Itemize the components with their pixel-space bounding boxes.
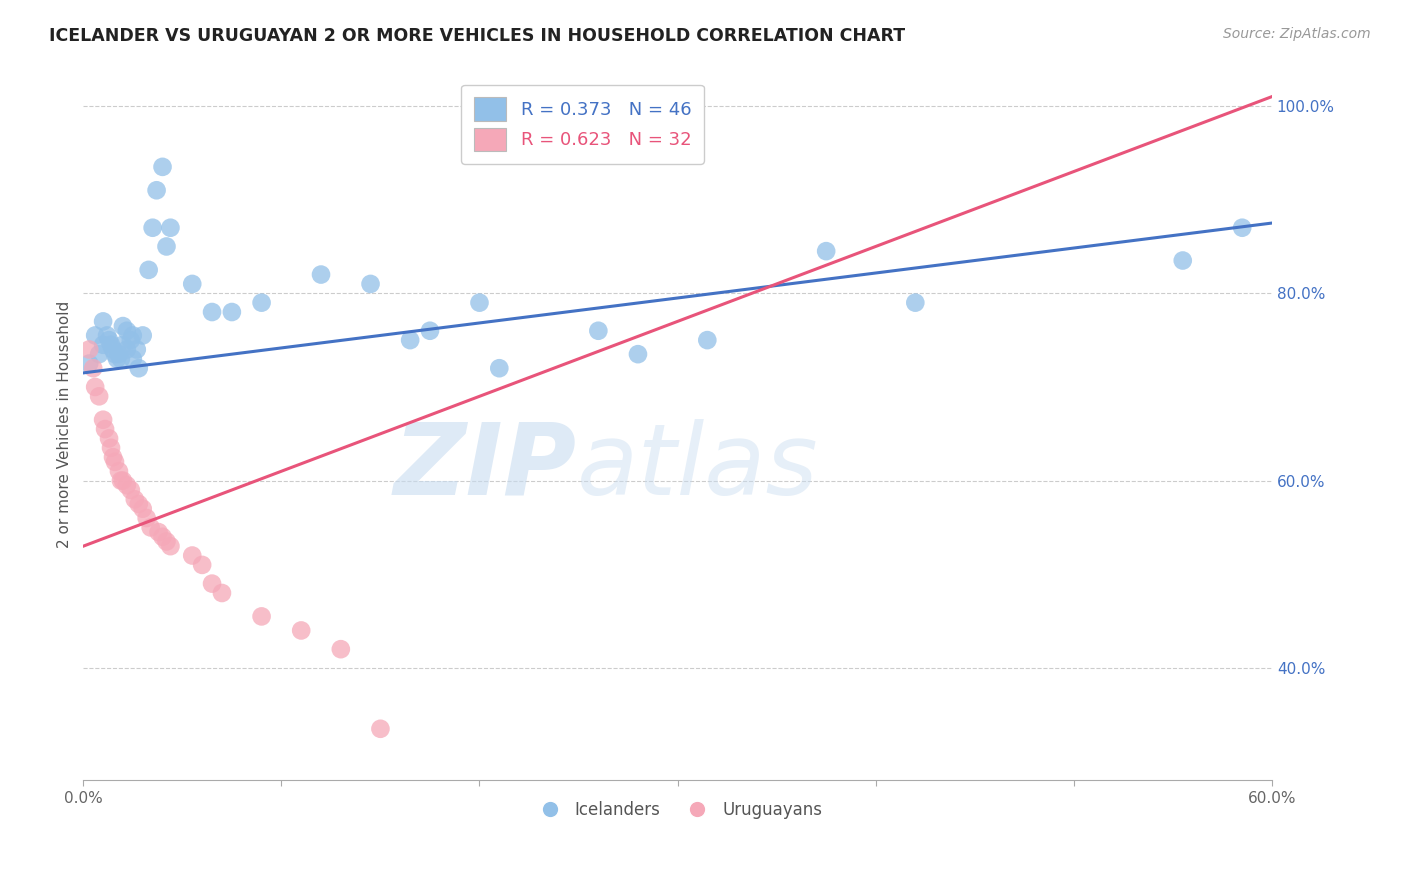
Point bbox=[468, 295, 491, 310]
Point bbox=[111, 319, 134, 334]
Point bbox=[132, 328, 155, 343]
Point bbox=[155, 239, 177, 253]
Point bbox=[138, 263, 160, 277]
Point bbox=[108, 347, 131, 361]
Point bbox=[94, 422, 117, 436]
Point bbox=[399, 333, 422, 347]
Point bbox=[139, 520, 162, 534]
Point bbox=[370, 722, 392, 736]
Point bbox=[696, 333, 718, 347]
Point bbox=[82, 361, 104, 376]
Point bbox=[152, 160, 174, 174]
Point bbox=[128, 497, 150, 511]
Point bbox=[181, 549, 204, 563]
Point bbox=[89, 389, 111, 403]
Point bbox=[128, 361, 150, 376]
Point bbox=[155, 534, 177, 549]
Point bbox=[115, 343, 138, 357]
Point bbox=[121, 351, 143, 366]
Point bbox=[91, 314, 114, 328]
Point bbox=[250, 295, 273, 310]
Point bbox=[121, 328, 143, 343]
Point bbox=[142, 220, 165, 235]
Point bbox=[120, 483, 142, 497]
Point bbox=[488, 361, 510, 376]
Point bbox=[290, 624, 312, 638]
Point bbox=[159, 220, 181, 235]
Point bbox=[84, 328, 107, 343]
Point bbox=[191, 558, 214, 572]
Point bbox=[145, 183, 167, 197]
Point bbox=[100, 338, 122, 352]
Point bbox=[111, 338, 134, 352]
Text: ZIP: ZIP bbox=[394, 418, 576, 516]
Point bbox=[211, 586, 233, 600]
Point bbox=[201, 305, 224, 319]
Point bbox=[627, 347, 650, 361]
Point bbox=[419, 324, 441, 338]
Point bbox=[77, 343, 100, 357]
Point bbox=[77, 357, 100, 371]
Point bbox=[91, 413, 114, 427]
Point bbox=[108, 464, 131, 478]
Point bbox=[110, 351, 132, 366]
Point bbox=[815, 244, 838, 259]
Point bbox=[1230, 220, 1253, 235]
Point bbox=[250, 609, 273, 624]
Point bbox=[111, 474, 134, 488]
Point bbox=[221, 305, 243, 319]
Point bbox=[115, 478, 138, 492]
Point bbox=[148, 525, 170, 540]
Point bbox=[101, 450, 124, 465]
Point bbox=[100, 441, 122, 455]
Point bbox=[89, 347, 111, 361]
Point bbox=[98, 333, 121, 347]
Point bbox=[98, 432, 121, 446]
Point bbox=[125, 343, 148, 357]
Point bbox=[96, 328, 118, 343]
Point bbox=[105, 351, 128, 366]
Point bbox=[115, 324, 138, 338]
Point bbox=[104, 347, 127, 361]
Point bbox=[120, 333, 142, 347]
Point bbox=[110, 474, 132, 488]
Point bbox=[309, 268, 332, 282]
Point bbox=[201, 576, 224, 591]
Text: Source: ZipAtlas.com: Source: ZipAtlas.com bbox=[1223, 27, 1371, 41]
Y-axis label: 2 or more Vehicles in Household: 2 or more Vehicles in Household bbox=[58, 301, 72, 548]
Text: atlas: atlas bbox=[576, 418, 818, 516]
Point bbox=[360, 277, 382, 291]
Point bbox=[101, 343, 124, 357]
Legend: Icelanders, Uruguayans: Icelanders, Uruguayans bbox=[526, 794, 830, 825]
Point bbox=[1171, 253, 1194, 268]
Point bbox=[91, 338, 114, 352]
Point bbox=[904, 295, 927, 310]
Text: ICELANDER VS URUGUAYAN 2 OR MORE VEHICLES IN HOUSEHOLD CORRELATION CHART: ICELANDER VS URUGUAYAN 2 OR MORE VEHICLE… bbox=[49, 27, 905, 45]
Point bbox=[152, 530, 174, 544]
Point bbox=[124, 492, 146, 507]
Point bbox=[181, 277, 204, 291]
Point bbox=[159, 539, 181, 553]
Point bbox=[588, 324, 610, 338]
Point bbox=[132, 501, 155, 516]
Point bbox=[84, 380, 107, 394]
Point bbox=[329, 642, 352, 657]
Point bbox=[135, 511, 157, 525]
Point bbox=[104, 455, 127, 469]
